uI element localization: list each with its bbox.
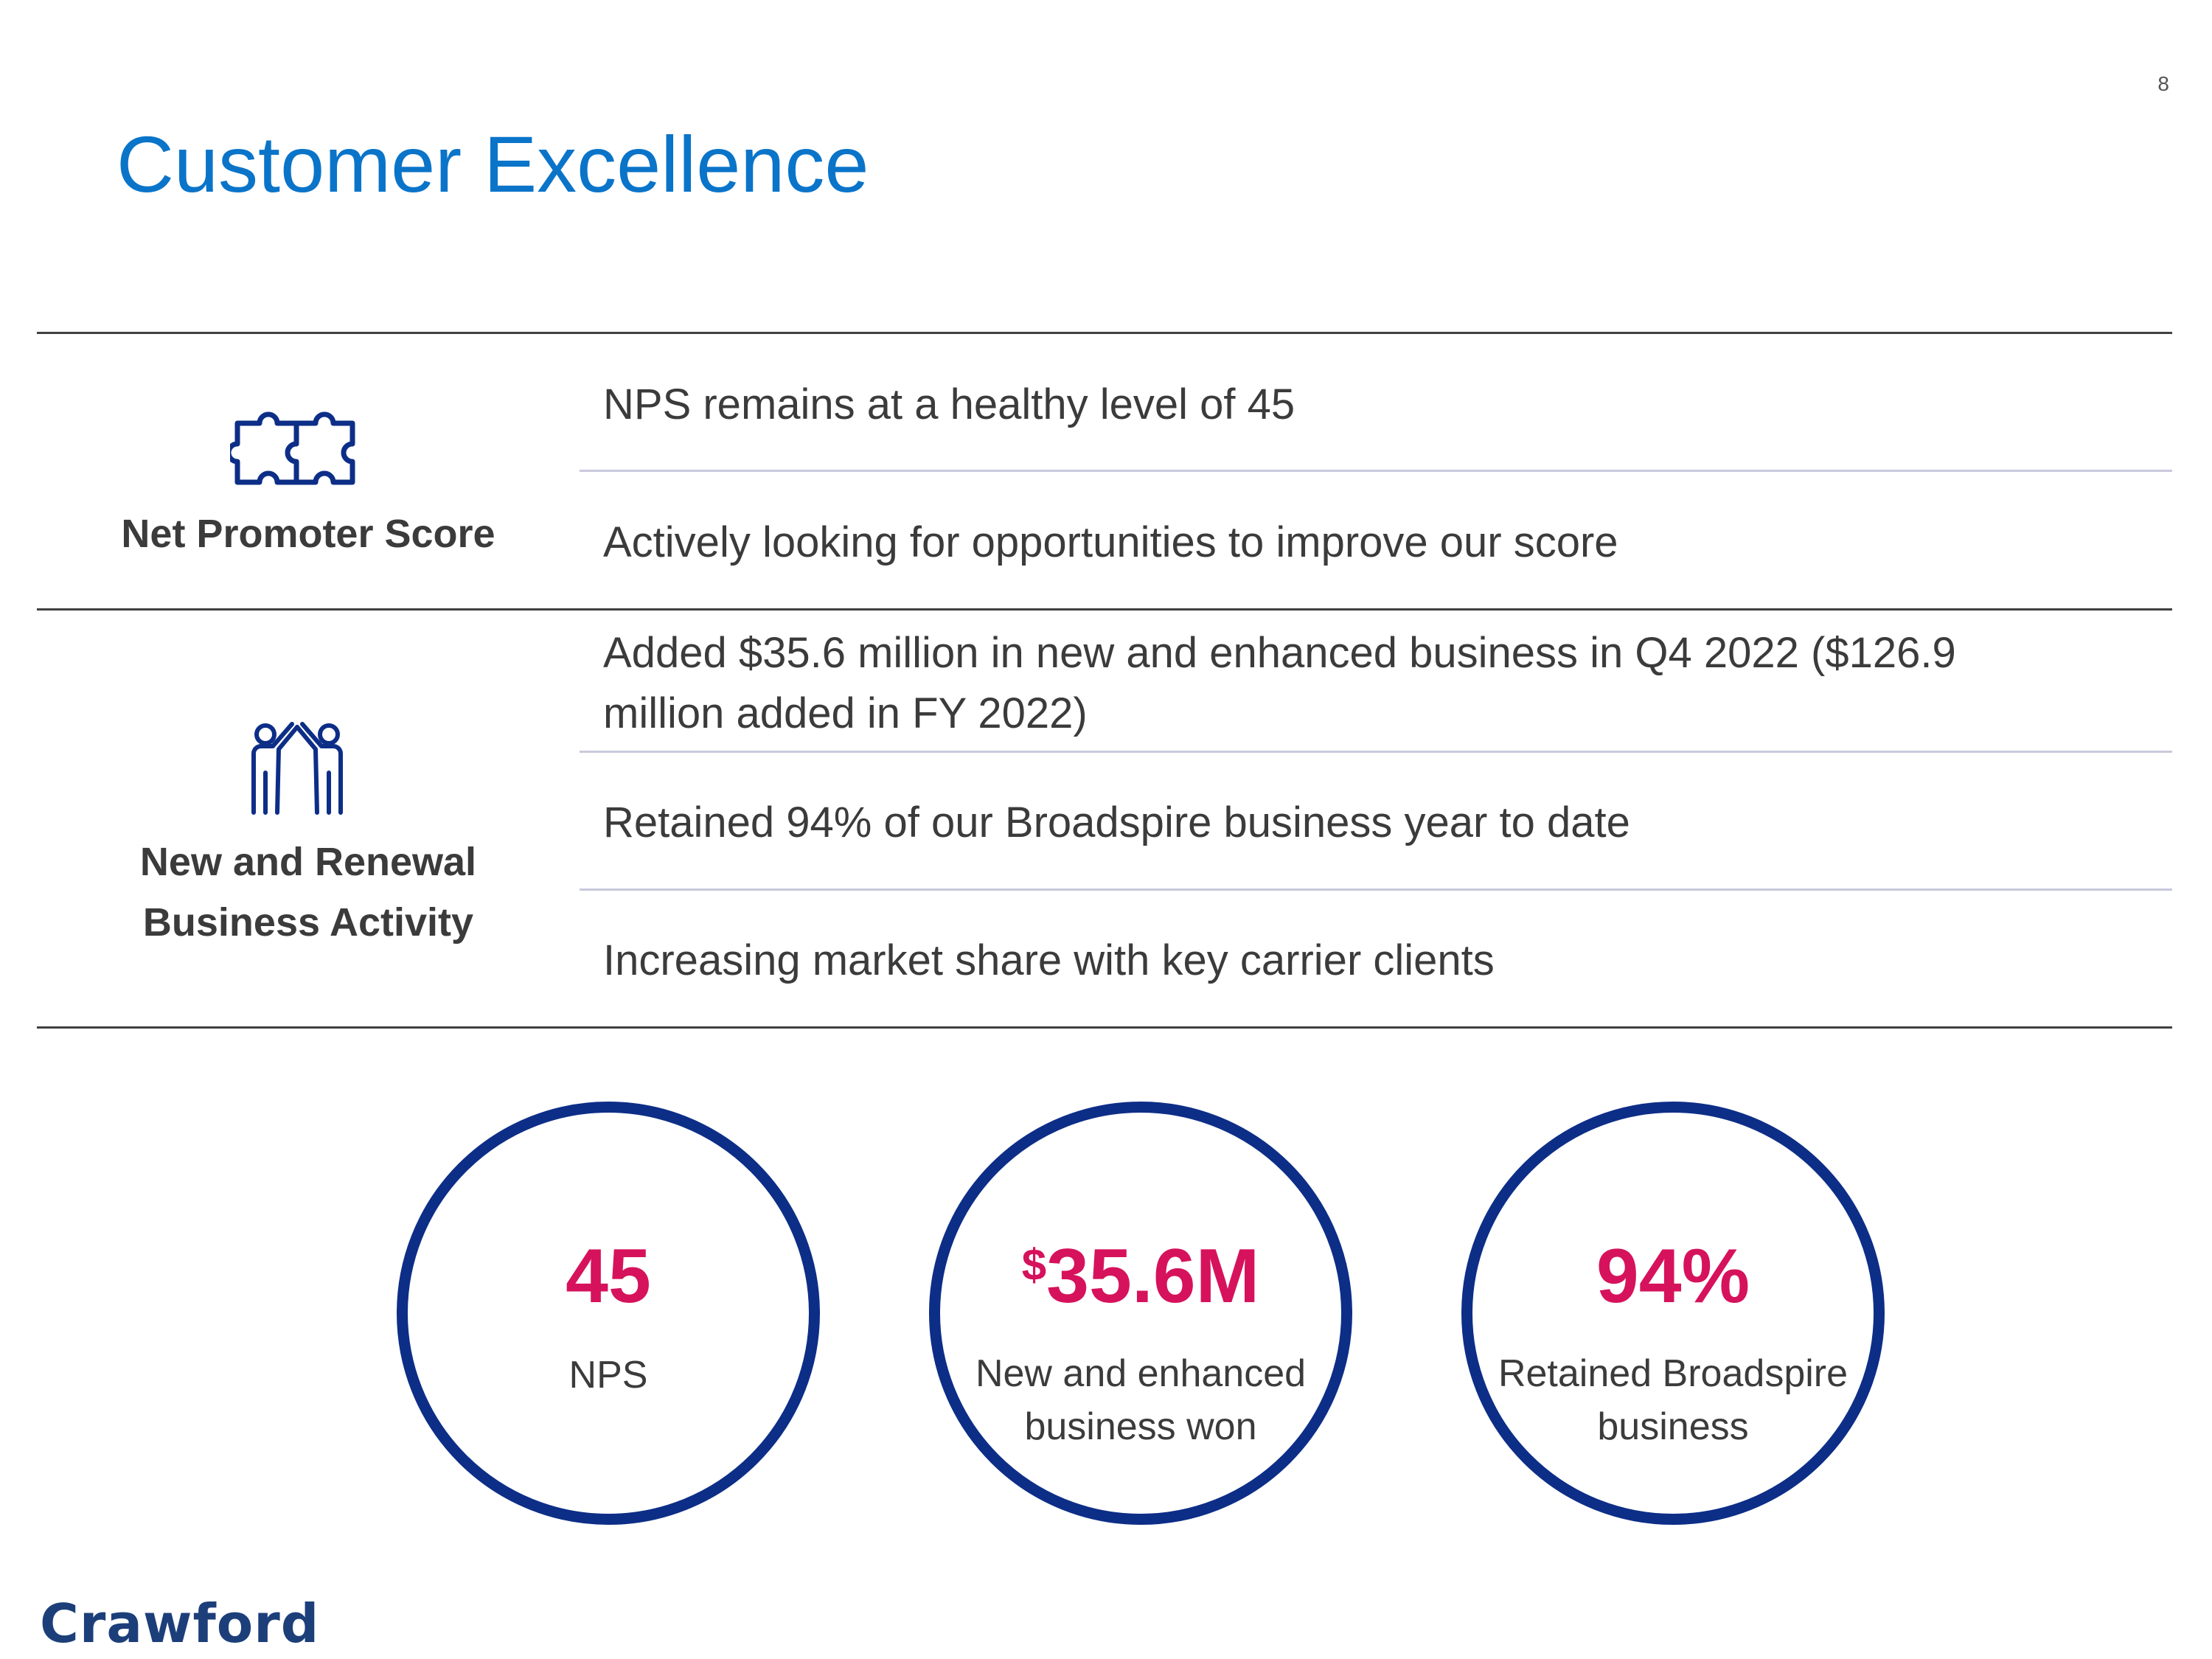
stat-number: 94% xyxy=(1596,1234,1750,1319)
page-title: Customer Excellence xyxy=(116,119,869,209)
stat-caption-line: NPS xyxy=(568,1354,648,1397)
stat-caption: Retained Broadspire business xyxy=(1472,1347,1874,1453)
stat-value: $35.6M xyxy=(940,1238,1341,1315)
stat-caption-line: business xyxy=(1597,1405,1749,1448)
divider-sub xyxy=(580,888,2172,891)
stat-circle-new-business: $35.6M New and enhanced business won xyxy=(929,1102,1352,1525)
stat-number: 45 xyxy=(566,1234,651,1319)
stat-circle-retained: 94% Retained Broadspire business xyxy=(1461,1102,1885,1525)
bullet-added-business: Added $35.6 million in new and enhanced … xyxy=(603,623,2152,744)
bullet-retained-broadspire: Retained 94% of our Broadspire business … xyxy=(603,799,1630,846)
stat-caption-line: New and enhanced xyxy=(975,1352,1307,1395)
divider-bottom xyxy=(37,1026,2172,1029)
puzzle-icon xyxy=(230,411,355,485)
stat-value: 94% xyxy=(1472,1238,1874,1315)
stat-number: 35.6M xyxy=(1046,1234,1260,1319)
high-five-icon xyxy=(251,722,343,815)
stat-circle-nps: 45 NPS xyxy=(397,1102,820,1525)
divider-top xyxy=(37,332,2172,334)
stat-value: 45 xyxy=(408,1238,809,1315)
section-label-nps: Net Promoter Score xyxy=(50,504,566,564)
stat-caption: NPS xyxy=(408,1349,809,1402)
stat-caption-line: Retained Broadspire xyxy=(1498,1352,1848,1395)
divider-middle xyxy=(37,608,2172,611)
page-number: 8 xyxy=(2157,72,2169,95)
stat-prefix: $ xyxy=(1021,1240,1047,1290)
section-label-line: Net Promoter Score xyxy=(121,512,495,556)
divider-sub xyxy=(580,751,2172,753)
bullet-market-share: Increasing market share with key carrier… xyxy=(603,936,1495,984)
bullet-nps-improve: Actively looking for opportunities to im… xyxy=(603,518,1618,566)
section-label-business: New and Renewal Business Activity xyxy=(50,832,566,953)
crawford-logo: Crawford xyxy=(40,1593,320,1655)
divider-sub xyxy=(580,470,2172,472)
stat-caption: New and enhanced business won xyxy=(940,1347,1341,1453)
bullet-line: million added in FY 2022) xyxy=(603,689,1088,737)
bullet-nps-level: NPS remains at a healthy level of 45 xyxy=(603,380,1295,428)
section-label-line: Business Activity xyxy=(142,900,474,945)
bullet-line: Added $35.6 million in new and enhanced … xyxy=(603,629,1956,677)
section-label-line: New and Renewal xyxy=(139,840,477,884)
stat-caption-line: business won xyxy=(1024,1405,1257,1448)
